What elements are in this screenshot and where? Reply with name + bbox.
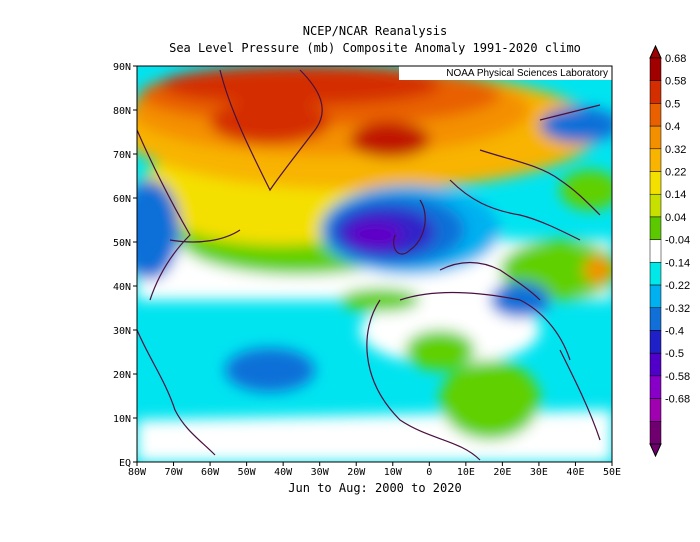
colorbar-label: -0.04 <box>665 235 690 247</box>
colorbar-label: 0.58 <box>665 76 686 88</box>
lon-tick-label: 10W <box>384 467 403 478</box>
colorbar: 0.68 0.58 0.5 0.4 0.32 0.22 0.14 0.04 -0.04 -0.14… <box>649 44 690 458</box>
colorbar-swatch <box>649 125 662 150</box>
lon-tick-label: 60W <box>201 467 220 478</box>
colorbar-label: 0.14 <box>665 189 686 201</box>
lat-tick-label: 60N <box>113 194 131 205</box>
colorbar-swatch <box>649 398 662 422</box>
colorbar-label: 0.4 <box>665 121 680 133</box>
lat-tick-label: 90N <box>113 62 131 73</box>
lon-tick-label: 20W <box>347 467 366 478</box>
colorbar-swatch <box>649 352 662 377</box>
colorbar-swatch <box>649 284 662 309</box>
lon-tick-label: 10E <box>457 467 475 478</box>
colorbar-arrow-bottom <box>649 443 662 458</box>
longitude-axis: 80W 70W 60W 50W 40W 30W 20W 10W 0 10E 20E 30E 40E 50E <box>128 462 621 478</box>
colorbar-label: 0.68 <box>665 53 686 65</box>
lon-tick-label: 50E <box>603 467 621 478</box>
lon-tick-label: 0 <box>426 467 432 478</box>
colorbar-label: -0.32 <box>665 303 690 315</box>
lon-tick-label: 40E <box>566 467 584 478</box>
lat-tick-label: 10N <box>113 414 131 425</box>
lat-tick-label: 30N <box>113 326 131 337</box>
colorbar-swatch <box>649 421 662 445</box>
lon-tick-label: 30W <box>311 467 330 478</box>
colorbar-label: -0.5 <box>665 348 684 360</box>
colorbar-swatch <box>649 57 662 81</box>
lat-tick-label: 80N <box>113 106 131 117</box>
colorbar-swatch <box>649 193 662 218</box>
lat-tick-label: 50N <box>113 238 131 249</box>
colorbar-label: -0.22 <box>665 280 690 292</box>
lon-tick-label: 80W <box>128 467 147 478</box>
colorbar-swatch <box>649 262 662 286</box>
lon-tick-label: 40W <box>274 467 293 478</box>
colorbar-swatch <box>649 375 662 399</box>
lat-tick-label: 40N <box>113 282 131 293</box>
colorbar-label: -0.58 <box>665 371 690 383</box>
colorbar-label: 0.5 <box>665 98 680 110</box>
colorbar-swatch <box>649 103 662 127</box>
period-label: Jun to Aug: 2000 to 2020 <box>288 481 462 495</box>
latitude-axis: 90N 80N 70N 60N 50N 40N 30N 20N 10N EQ <box>113 62 137 469</box>
colorbar-swatch <box>649 148 662 172</box>
lat-tick-label: 70N <box>113 150 131 161</box>
colorbar-swatch <box>649 330 662 354</box>
colorbar-label: 0.04 <box>665 212 686 224</box>
colorbar-swatch <box>649 307 662 331</box>
lat-tick-label: 20N <box>113 370 131 381</box>
colorbar-label: -0.14 <box>665 257 690 269</box>
map-title: NCEP/NCAR Reanalysis <box>302 24 448 38</box>
colorbar-label: -0.68 <box>665 394 690 406</box>
colorbar-swatch <box>649 216 662 240</box>
colorbar-label: 0.22 <box>665 167 686 179</box>
colorbar-arrow-top <box>649 44 662 59</box>
map-subtitle: Sea Level Pressure (mb) Composite Anomal… <box>169 41 581 55</box>
lon-tick-label: 50W <box>238 467 257 478</box>
anomaly-field <box>137 66 612 462</box>
credit-label: NOAA Physical Sciences Laboratory <box>446 68 608 79</box>
lon-tick-label: 20E <box>493 467 511 478</box>
colorbar-swatch <box>649 171 662 195</box>
colorbar-swatch <box>649 239 662 263</box>
lon-tick-label: 30E <box>530 467 548 478</box>
lon-tick-label: 70W <box>165 467 184 478</box>
colorbar-swatch <box>649 80 662 104</box>
colorbar-label: 0.32 <box>665 144 686 156</box>
lat-tick-label: EQ <box>119 458 131 469</box>
colorbar-label: -0.4 <box>665 325 684 337</box>
